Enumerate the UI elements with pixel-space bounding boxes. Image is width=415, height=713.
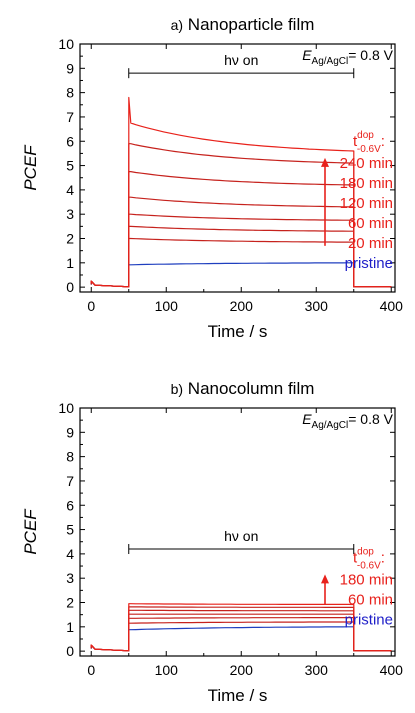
y-tick-label: 1 bbox=[66, 619, 74, 635]
potential-symbol: E bbox=[302, 411, 312, 427]
y-tick-label: 6 bbox=[66, 497, 74, 513]
x-tick-label: 0 bbox=[87, 298, 95, 314]
series-line-4 bbox=[90, 213, 392, 288]
panel-label: b) bbox=[171, 381, 183, 397]
illumination-label: hν on bbox=[224, 528, 258, 544]
series-line-2 bbox=[90, 621, 392, 652]
y-tick-label: 8 bbox=[66, 85, 74, 101]
y-axis-label: PCEF bbox=[21, 508, 40, 555]
x-axis-label: Time / s bbox=[208, 322, 268, 341]
x-tick-label: 300 bbox=[305, 662, 329, 678]
plot-frame bbox=[79, 407, 396, 657]
legend-item: 120 min bbox=[340, 195, 393, 212]
series-line-1 bbox=[90, 262, 392, 288]
legend-item: 180 min bbox=[340, 175, 393, 192]
legend-item: 60 min bbox=[348, 215, 393, 232]
legend-header-base: t bbox=[353, 133, 358, 150]
potential-subscript: Ag/AgCl bbox=[312, 56, 349, 67]
panel-title: Nanocolumn film bbox=[183, 379, 314, 398]
y-tick-label: 0 bbox=[66, 643, 74, 659]
y-tick-label: 0 bbox=[66, 279, 74, 295]
y-tick-label: 5 bbox=[66, 158, 74, 174]
legend-arrow-head bbox=[321, 157, 329, 167]
legend-header-sub: -0.6V bbox=[357, 560, 381, 571]
potential-subscript: Ag/AgCl bbox=[312, 420, 349, 431]
panel-title: Nanoparticle film bbox=[183, 15, 314, 34]
y-tick-label: 9 bbox=[66, 424, 74, 440]
legend-item: 180 min bbox=[340, 571, 393, 588]
y-tick-label: 5 bbox=[66, 522, 74, 538]
y-tick-label: 10 bbox=[58, 36, 74, 52]
x-tick-label: 0 bbox=[87, 662, 95, 678]
y-tick-label: 4 bbox=[66, 182, 74, 198]
legend-header: tdop -0.6V: bbox=[353, 546, 385, 571]
y-tick-label: 7 bbox=[66, 473, 74, 489]
legend-header-sup: dop bbox=[357, 546, 374, 557]
legend-header-base: t bbox=[353, 549, 358, 566]
x-tick-label: 200 bbox=[230, 662, 254, 678]
legend-item: 20 min bbox=[348, 235, 393, 252]
y-axis-label: PCEF bbox=[21, 144, 40, 191]
x-axis-label: Time / s bbox=[208, 686, 268, 705]
chart-title: a) Nanoparticle film bbox=[171, 15, 315, 34]
x-tick-label: 400 bbox=[380, 298, 404, 314]
y-tick-label: 8 bbox=[66, 449, 74, 465]
x-tick-label: 400 bbox=[380, 662, 404, 678]
series-line-4 bbox=[90, 613, 392, 652]
y-tick-label: 2 bbox=[66, 595, 74, 611]
y-tick-label: 3 bbox=[66, 570, 74, 586]
y-tick-label: 4 bbox=[66, 546, 74, 562]
legend-header-suffix: : bbox=[381, 549, 385, 566]
x-tick-label: 200 bbox=[230, 298, 254, 314]
series-line-3 bbox=[90, 616, 392, 652]
legend-header-suffix: : bbox=[381, 133, 385, 150]
potential-symbol: E bbox=[302, 47, 312, 63]
illumination-label: hν on bbox=[224, 52, 258, 68]
potential-label: EAg/AgCl= 0.8 V bbox=[302, 47, 393, 67]
y-tick-label: 6 bbox=[66, 133, 74, 149]
series-line-6 bbox=[90, 606, 392, 652]
y-tick-label: 7 bbox=[66, 109, 74, 125]
legend-item: pristine bbox=[345, 611, 393, 628]
legend-header: tdop -0.6V: bbox=[353, 130, 385, 155]
y-tick-label: 3 bbox=[66, 206, 74, 222]
potential-label: EAg/AgCl= 0.8 V bbox=[302, 411, 393, 431]
x-tick-label: 100 bbox=[155, 662, 179, 678]
chart-title: b) Nanocolumn film bbox=[171, 379, 315, 398]
legend-item: pristine bbox=[345, 255, 393, 272]
legend-header-sup: dop bbox=[357, 130, 374, 141]
plot-frame bbox=[79, 43, 396, 293]
x-tick-label: 100 bbox=[155, 298, 179, 314]
y-tick-label: 9 bbox=[66, 60, 74, 76]
legend-item: 240 min bbox=[340, 155, 393, 172]
y-tick-label: 2 bbox=[66, 231, 74, 247]
series-line-5 bbox=[90, 609, 392, 652]
panel-label: a) bbox=[171, 17, 183, 33]
potential-value: = 0.8 V bbox=[348, 47, 393, 63]
x-tick-label: 300 bbox=[305, 298, 329, 314]
y-tick-label: 10 bbox=[58, 400, 74, 416]
series-line-7 bbox=[90, 603, 392, 652]
legend-arrow-head bbox=[321, 574, 329, 584]
series-line-8 bbox=[90, 96, 392, 288]
legend-header-sub: -0.6V bbox=[357, 144, 381, 155]
y-tick-label: 1 bbox=[66, 255, 74, 271]
legend-item: 60 min bbox=[348, 591, 393, 608]
potential-value: = 0.8 V bbox=[348, 411, 393, 427]
series-line-1 bbox=[90, 626, 392, 652]
